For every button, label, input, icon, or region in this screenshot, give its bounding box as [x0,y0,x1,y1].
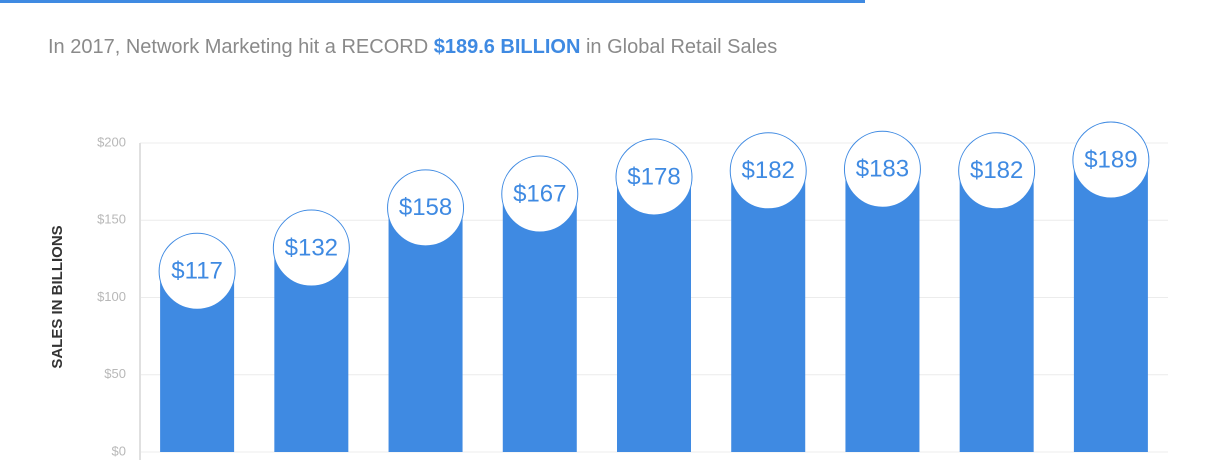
value-bubble [501,155,579,233]
value-label: $158 [399,194,452,221]
value-bubble [1072,121,1150,199]
y-tick-label: $200 [97,134,126,149]
y-tick-label: $0 [112,443,126,458]
bar [845,169,920,452]
value-bubble [958,132,1036,210]
subtitle-highlight: $189.6 BILLION [434,36,581,58]
value-label: $182 [742,157,795,184]
value-bubble [843,130,921,208]
bar [731,170,806,452]
value-label: $167 [513,180,566,207]
bar [1073,159,1148,452]
y-tick-label: $150 [97,212,126,227]
subtitle-part: in Global Retail Sales [580,36,777,58]
y-tick-label: $100 [97,289,126,304]
bar [959,170,1034,452]
value-bubble [615,138,693,216]
value-label: $117 [171,258,223,285]
value-label: $178 [627,163,680,190]
value-label: $189 [1084,146,1137,173]
value-label: $182 [970,157,1023,184]
bar [388,207,463,452]
value-label: $183 [856,156,909,183]
subtitle-part: In 2017, Network Marketing hit a RECORD [48,36,434,58]
value-bubble [387,169,465,247]
y-tick-label: $50 [104,366,126,381]
value-bubble [272,209,350,287]
value-bubble [158,232,236,310]
y-axis-label: SALES IN BILLIONS [49,225,66,368]
top-bar [0,0,865,3]
value-bubble [729,132,807,210]
chart-subtitle: In 2017, Network Marketing hit a RECORD … [48,36,777,58]
value-label: $132 [285,234,338,261]
bar [502,193,577,453]
bar [617,176,691,453]
